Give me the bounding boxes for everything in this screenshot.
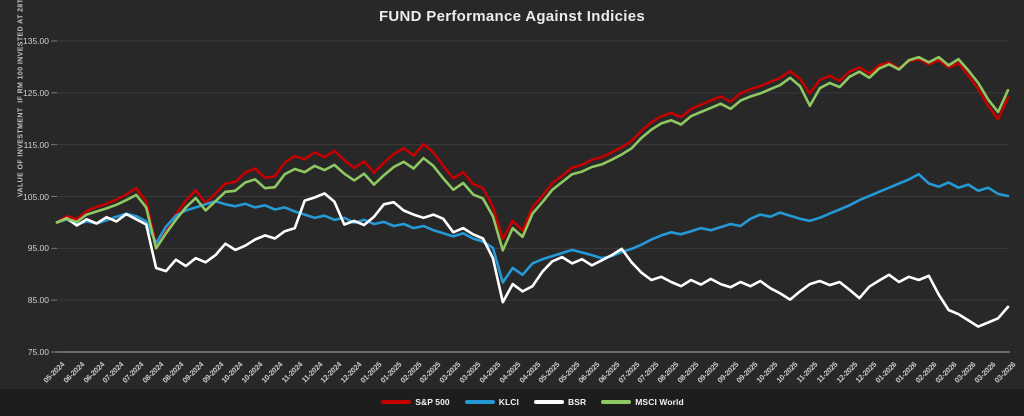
y-axis-tick-label: 115.00	[23, 139, 49, 150]
legend-label: BSR	[568, 397, 587, 407]
legend-label: S&P 500	[415, 397, 450, 407]
legend-item-msci-world: MSCI World	[601, 397, 684, 407]
y-axis-tick-label: 95.00	[27, 243, 49, 254]
series-line-klci	[55, 172, 1010, 284]
legend-swatch	[381, 400, 412, 404]
legend-swatch	[534, 400, 564, 404]
legend-band	[0, 389, 1024, 416]
y-axis-tick-label: 135.00	[23, 36, 49, 46]
legend-item-klci: KLCI	[464, 397, 519, 407]
series-line-bsr	[55, 192, 1010, 328]
y-axis-tick-label: 125.00	[23, 87, 49, 98]
legend-item-s-p-500: S&P 500	[381, 397, 450, 407]
legend-label: KLCI	[498, 397, 519, 407]
legend-item-bsr: BSR	[534, 397, 586, 407]
y-axis-tick-label: 75.00	[27, 347, 49, 357]
legend-swatch	[601, 400, 632, 404]
legend-swatch	[464, 400, 495, 404]
legend: S&P 500 KLCI BSR MSCI World	[57, 394, 1008, 410]
legend-label: MSCI World	[635, 397, 684, 407]
series-line-s-p-500	[55, 57, 1010, 247]
y-axis-tick-label: 105.00	[23, 191, 49, 202]
chart-title: FUND Performance Against Indicies	[378, 8, 646, 25]
series-line-msci-world	[55, 55, 1010, 252]
y-axis-tick-label: 85.00	[27, 295, 49, 306]
